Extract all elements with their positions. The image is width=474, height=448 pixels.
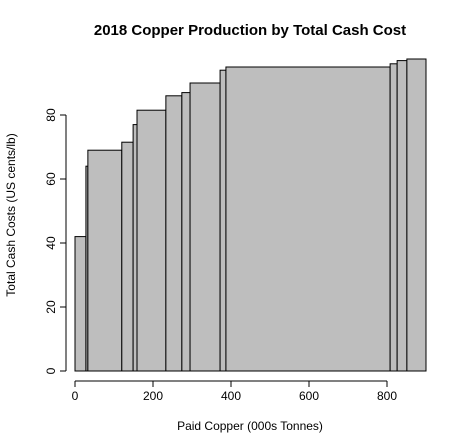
bar [87,149,123,372]
x-tick-label: 400 [221,389,241,403]
bar [396,60,408,372]
y-axis-label: Total Cash Costs (US cents/lb) [4,133,18,296]
bar [121,141,134,372]
y-tick-label: 20 [44,300,58,314]
y-tick-label: 40 [44,236,58,250]
bar [189,82,221,372]
bar [132,124,138,372]
chart-title: 2018 Copper Production by Total Cash Cos… [94,22,406,39]
bar [389,63,398,372]
x-axis-label: Paid Copper (000s Tonnes) [177,419,323,433]
bar [74,236,87,372]
y-tick-label: 80 [44,108,58,122]
x-tick-label: 800 [377,389,397,403]
x-tick-label: 600 [299,389,319,403]
x-tick-label: 0 [72,389,79,403]
x-tick-label: 200 [143,389,163,403]
y-tick-label: 60 [44,172,58,186]
bar [181,92,191,372]
bar [406,58,427,372]
bar [136,109,167,372]
bar [225,66,391,372]
bar [165,95,183,372]
bar [219,69,227,372]
y-tick-label: 0 [44,367,58,374]
